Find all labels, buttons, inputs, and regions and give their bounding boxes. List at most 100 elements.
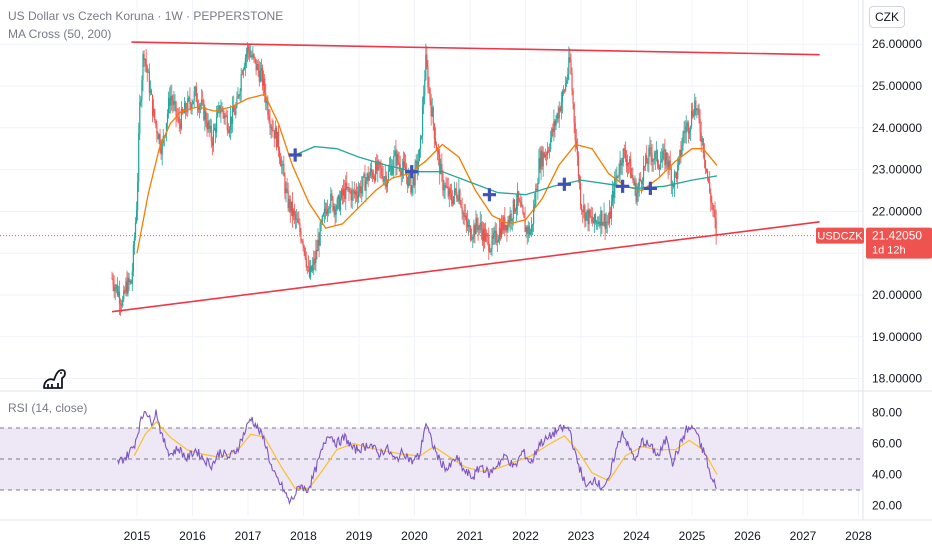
time-tick-label: 2025 [679,529,706,543]
time-tick-label: 2027 [790,529,817,543]
candle [443,179,445,199]
candle [412,177,414,196]
candle-body [122,299,124,306]
candle-body [371,172,374,178]
candle-body [506,224,508,231]
candle [452,196,455,206]
candle [111,271,113,280]
candle-body [349,190,351,192]
candle [325,202,328,217]
candle [280,152,282,167]
candle-body [486,233,488,235]
candle-body [426,54,428,67]
price-tick-label: 19.00000 [872,330,922,344]
candle-body [335,209,337,215]
candle [525,225,527,238]
tradingview-logo-icon[interactable] [43,369,66,389]
candle [563,89,566,94]
candle-body [208,121,210,129]
candle [489,243,491,254]
candle-body [187,97,189,113]
candle-body [651,154,653,162]
candle-body [540,150,542,170]
candle [188,95,190,102]
candle [565,76,567,93]
candle-body [305,258,307,268]
currency-button[interactable]: CZK [869,6,905,28]
candle [403,152,406,169]
cross-marker [405,165,419,179]
candle-body [254,57,256,60]
candle [622,148,624,167]
candle-body [400,171,402,176]
candle-body [628,163,630,165]
time-tick-label: 2024 [623,529,650,543]
candle [143,49,145,68]
candle-body [195,86,197,102]
candle [583,193,585,219]
candle [184,96,186,114]
candle-body [361,186,363,194]
candle [357,181,360,204]
candle [378,159,380,171]
candle-body [713,209,715,211]
candle [234,104,236,116]
candle [171,84,173,111]
candle-body [705,168,708,172]
candle [344,179,346,203]
price-tick-label: 20.00000 [872,288,922,302]
candle [330,187,332,214]
candle-body [607,222,609,224]
candle-body [138,133,140,182]
candle-body [148,71,150,93]
candle [151,94,154,123]
candle-body [507,220,509,231]
candle [591,207,593,227]
candle [212,123,215,152]
candle [482,222,485,252]
candle-body [526,227,528,234]
candle [288,195,290,213]
candle [553,109,555,142]
candle [341,185,344,205]
candle [698,103,700,124]
candle-body [473,225,475,237]
candle [377,155,379,183]
ma-cross-legend[interactable]: MA Cross (50, 200) [8,27,112,41]
price-tick-label: 23.00000 [872,163,922,177]
candle-body [423,95,425,106]
candle [624,141,626,162]
candle-body [510,213,512,222]
trendlines[interactable] [111,41,820,313]
candle-body [569,57,571,60]
candle [509,206,511,232]
candle-body [560,102,562,112]
candle-body [222,108,224,114]
candle [259,61,261,83]
candle-body [393,155,395,168]
candle-body [711,202,713,205]
rsi-legend[interactable]: RSI (14, close) [8,401,88,415]
candle-body [566,80,568,83]
candle [335,204,337,223]
candle-body [521,206,523,208]
candle-body [286,188,288,191]
candle [492,227,494,246]
candle [246,42,249,63]
candle [214,123,217,144]
candle-body [531,224,534,226]
candle-body [660,162,662,169]
candle-body [235,106,237,115]
candle-body [194,86,196,92]
candle-body [449,188,451,194]
candle [487,232,489,246]
time-tick-label: 2022 [512,529,539,543]
candle [491,227,493,257]
candle [264,74,266,103]
candle-body [112,278,114,286]
candle [124,286,126,294]
candle [178,107,180,132]
candle-body [232,106,234,124]
candle-body [350,191,352,201]
